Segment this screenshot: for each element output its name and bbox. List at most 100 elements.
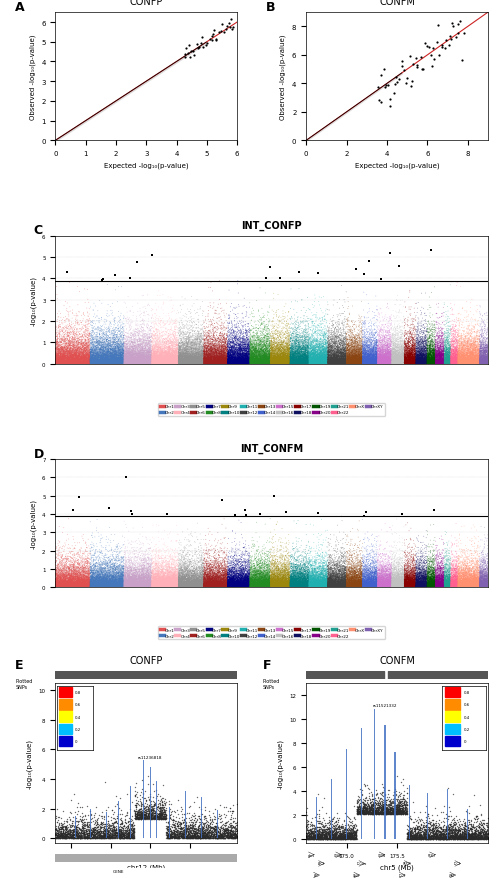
Point	[265, 352, 273, 366]
Point	[395, 577, 403, 591]
Point	[442, 572, 450, 586]
Point	[290, 350, 298, 364]
Point	[132, 579, 140, 594]
Point	[235, 325, 243, 339]
Point	[270, 569, 278, 583]
Point	[402, 572, 410, 586]
Point	[180, 576, 188, 590]
Point	[315, 356, 323, 370]
Point	[450, 337, 458, 351]
Point	[245, 576, 253, 590]
Point	[72, 355, 80, 369]
Point	[418, 579, 427, 593]
Point	[157, 563, 165, 577]
Point	[93, 569, 101, 583]
Point	[66, 356, 74, 371]
Point	[421, 576, 429, 590]
Point	[355, 570, 363, 584]
Point	[413, 574, 421, 588]
Point	[267, 575, 275, 589]
Point	[265, 567, 273, 581]
Point	[331, 572, 339, 587]
Point	[303, 579, 311, 593]
Point	[410, 354, 418, 368]
Point	[455, 346, 463, 360]
Point	[59, 825, 67, 839]
Point	[222, 575, 230, 589]
Point	[82, 352, 91, 366]
Point	[276, 342, 284, 356]
Point	[73, 354, 81, 368]
Point	[373, 801, 381, 815]
Point	[62, 579, 70, 594]
Point	[216, 353, 224, 367]
Point	[135, 576, 143, 590]
Point	[154, 567, 162, 581]
Point	[138, 337, 146, 351]
Point	[181, 356, 189, 371]
Point	[319, 355, 327, 369]
Point	[104, 310, 112, 324]
Point	[311, 346, 319, 360]
Point	[199, 350, 207, 364]
Point	[296, 578, 304, 592]
Point	[432, 575, 440, 589]
Point	[381, 580, 389, 594]
Point	[140, 350, 148, 364]
Point	[144, 808, 152, 822]
Point	[273, 329, 281, 343]
Point	[62, 570, 70, 584]
Point	[388, 806, 396, 820]
Point	[224, 580, 232, 594]
Point	[75, 356, 83, 370]
Point	[439, 578, 447, 592]
Point	[293, 573, 301, 587]
Point	[427, 335, 435, 349]
Point	[141, 552, 149, 566]
Point	[219, 351, 227, 365]
Point	[405, 333, 413, 347]
Point	[231, 331, 239, 345]
Point	[425, 829, 433, 843]
Point	[265, 577, 273, 591]
Point	[193, 554, 201, 568]
Point	[186, 352, 194, 366]
Point	[68, 565, 76, 579]
Point	[58, 356, 66, 371]
Point	[442, 342, 450, 356]
Point	[337, 573, 345, 587]
Point	[172, 580, 180, 594]
Point	[285, 579, 293, 593]
Point	[477, 350, 485, 364]
Point	[470, 580, 478, 594]
Point	[218, 340, 226, 354]
Point	[416, 565, 425, 579]
Point	[247, 356, 256, 370]
Point	[243, 572, 252, 586]
Point	[295, 354, 303, 368]
Point	[78, 350, 86, 364]
Point	[450, 567, 458, 581]
Point	[125, 347, 133, 361]
Point	[64, 345, 72, 359]
Point	[412, 575, 421, 589]
Point	[177, 576, 185, 590]
Point	[306, 577, 314, 591]
Point	[477, 343, 485, 357]
Point	[465, 354, 473, 368]
Point	[453, 351, 461, 365]
Point	[318, 578, 326, 592]
Point	[145, 349, 153, 363]
Point	[314, 356, 322, 370]
Point	[131, 574, 139, 588]
Point	[421, 571, 429, 585]
Point	[94, 579, 102, 593]
Point	[113, 353, 121, 367]
Point	[402, 579, 410, 594]
Point	[206, 356, 214, 370]
Point	[405, 577, 413, 591]
Point	[262, 579, 270, 594]
Point	[173, 350, 181, 364]
Point	[116, 577, 124, 591]
Point	[274, 568, 282, 582]
